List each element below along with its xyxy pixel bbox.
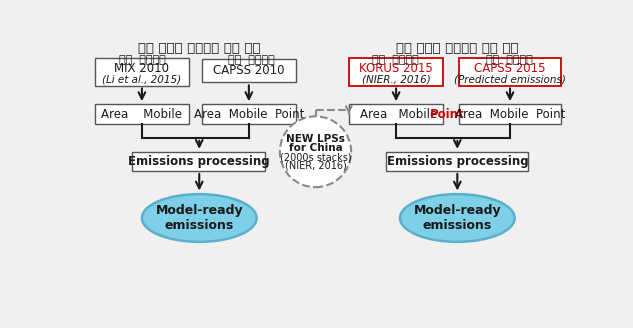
Text: Area   Mobile: Area Mobile	[360, 108, 448, 121]
Ellipse shape	[400, 194, 515, 242]
Text: 국외  배출자료: 국외 배출자료	[119, 55, 166, 65]
Text: 신규 예보용 배출자료 지원 체계: 신규 예보용 배출자료 지원 체계	[396, 42, 518, 55]
Text: Model-ready
emissions: Model-ready emissions	[156, 204, 243, 232]
Text: (NIER., 2016): (NIER., 2016)	[361, 74, 430, 84]
FancyBboxPatch shape	[132, 152, 265, 171]
Ellipse shape	[142, 194, 256, 242]
Text: CAPSS 2010: CAPSS 2010	[213, 64, 285, 77]
FancyBboxPatch shape	[459, 58, 561, 86]
Text: Emissions processing: Emissions processing	[387, 155, 528, 168]
FancyBboxPatch shape	[201, 104, 296, 124]
FancyBboxPatch shape	[459, 104, 561, 124]
Text: NEW LPSs: NEW LPSs	[286, 134, 345, 144]
Text: CAPSS 2015: CAPSS 2015	[474, 62, 546, 75]
FancyBboxPatch shape	[349, 58, 443, 86]
Text: (2000s stacks): (2000s stacks)	[280, 152, 351, 162]
Text: for China: for China	[289, 143, 342, 153]
Text: 국내  배출자료: 국내 배출자료	[228, 55, 275, 65]
Text: KORUS 2015: KORUS 2015	[359, 62, 433, 75]
Text: Point: Point	[429, 108, 464, 121]
FancyBboxPatch shape	[94, 104, 189, 124]
Text: Area  Mobile  Point: Area Mobile Point	[194, 108, 304, 121]
Text: Area  Mobile  Point: Area Mobile Point	[455, 108, 565, 121]
FancyBboxPatch shape	[386, 152, 528, 171]
FancyBboxPatch shape	[94, 58, 189, 86]
Text: MIX 2010: MIX 2010	[115, 62, 170, 75]
Text: Emissions processing: Emissions processing	[128, 155, 270, 168]
Text: Area    Mobile: Area Mobile	[101, 108, 182, 121]
Text: (Predicted emissions): (Predicted emissions)	[454, 74, 566, 84]
Text: (NIER, 2016): (NIER, 2016)	[285, 161, 346, 171]
Text: 기존 예보용 배출자료 지원 체계: 기존 예보용 배출자료 지원 체계	[138, 42, 261, 55]
Text: 국내  배출자료: 국내 배출자료	[486, 55, 532, 65]
FancyBboxPatch shape	[201, 59, 296, 82]
FancyBboxPatch shape	[349, 104, 443, 124]
Text: (Li et al., 2015): (Li et al., 2015)	[103, 74, 182, 84]
Text: Model-ready
emissions: Model-ready emissions	[413, 204, 501, 232]
Text: 국외  배출자료: 국외 배출자료	[372, 55, 418, 65]
Circle shape	[280, 116, 351, 187]
